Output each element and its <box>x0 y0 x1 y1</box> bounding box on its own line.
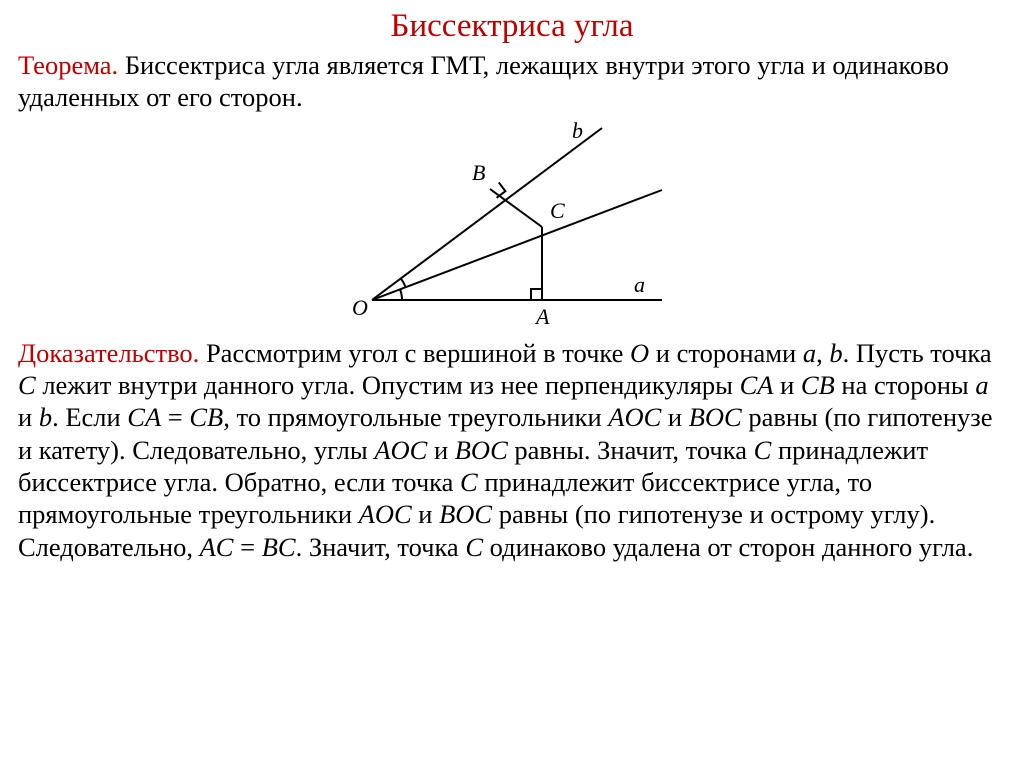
proof-text: . Пусть точка <box>843 338 992 368</box>
proof-text: лежит внутри данного угла. Опустим из не… <box>36 370 740 400</box>
proof-text: и <box>661 402 688 432</box>
proof-text: = <box>161 402 189 432</box>
point-c: C <box>460 467 478 497</box>
diagram-container: O A B Ca b <box>18 120 1006 335</box>
proof-text: равны. Значит, точка <box>508 435 754 465</box>
side-b: b <box>39 402 52 432</box>
proof-text: одинаково удалена от сторон данного угла… <box>483 532 973 562</box>
proof-text: , <box>816 338 829 368</box>
triangle-aoc: AOC <box>374 435 427 465</box>
theorem-label: Теорема. <box>18 50 118 80</box>
point-c: C <box>754 435 772 465</box>
svg-text:b: b <box>572 120 583 143</box>
proof-text: , то прямоугольные треугольники <box>223 402 608 432</box>
segment-ac: AC <box>200 532 234 562</box>
svg-text:O: O <box>352 295 368 320</box>
segment-bc: BC <box>262 532 296 562</box>
svg-text:a: a <box>634 272 645 297</box>
point-c: C <box>18 370 36 400</box>
proof-text: и <box>18 402 39 432</box>
triangle-boc: BOC <box>455 435 508 465</box>
triangle-aoc: AOC <box>359 499 412 529</box>
point-c: C <box>465 532 483 562</box>
point-o: O <box>630 338 649 368</box>
proof-label: Доказательство. <box>18 338 199 368</box>
segment-ca: CA <box>740 370 774 400</box>
proof-text: . Значит, точка <box>296 532 466 562</box>
side-a: a <box>803 338 816 368</box>
proof-text: . Если <box>52 402 127 432</box>
proof-text: и сторонами <box>649 338 803 368</box>
triangle-aoc: AOC <box>608 402 661 432</box>
segment-cb: CB <box>801 370 835 400</box>
proof-block: Доказательство. Рассмотрим угол с вершин… <box>18 337 1006 563</box>
side-b: b <box>829 338 842 368</box>
theorem-text: Биссектриса угла является ГМТ, лежащих в… <box>18 50 949 112</box>
segment-cb: CB <box>189 402 223 432</box>
theorem-block: Теорема. Биссектриса угла является ГМТ, … <box>18 49 1006 114</box>
proof-text: = <box>234 532 262 562</box>
proof-text: и <box>412 499 439 529</box>
page-title: Биссектриса угла <box>18 8 1006 45</box>
angle-bisector-diagram: O A B Ca b <box>332 120 692 330</box>
svg-text:C: C <box>550 198 565 223</box>
svg-text:B: B <box>472 160 485 185</box>
triangle-boc: BOC <box>689 402 742 432</box>
segment-ca: CA <box>127 402 161 432</box>
side-a: a <box>975 370 988 400</box>
proof-text: и <box>773 370 800 400</box>
proof-text: и <box>427 435 454 465</box>
triangle-boc: BOC <box>439 499 492 529</box>
svg-text:A: A <box>534 304 550 329</box>
proof-text: на стороны <box>835 370 976 400</box>
proof-text: Рассмотрим угол с вершиной в точке <box>199 338 630 368</box>
